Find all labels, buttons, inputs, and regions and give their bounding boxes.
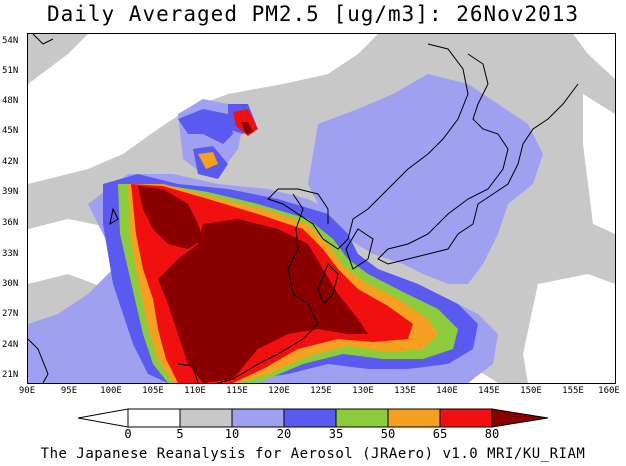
pm25-map <box>27 33 616 384</box>
colorbar-label: 65 <box>432 427 448 441</box>
colorbar-swatch <box>127 408 181 428</box>
lat-label: 45N <box>2 126 19 136</box>
colorbar-swatch <box>335 408 389 428</box>
lon-label: 145E <box>478 386 500 396</box>
footer-credit: The Japanese Reanalysis for Aerosol (JRA… <box>40 446 586 462</box>
colorbar-label: 5 <box>176 427 184 441</box>
lon-label: 120E <box>268 386 290 396</box>
lon-label: 90E <box>18 386 36 396</box>
lon-label: 105E <box>142 386 164 396</box>
lat-label: 24N <box>2 340 19 350</box>
lat-label: 48N <box>2 96 19 106</box>
lat-label: 54N <box>2 36 19 46</box>
lat-label: 21N <box>2 370 19 380</box>
colorbar-swatch <box>439 408 493 428</box>
lon-label: 140E <box>436 386 458 396</box>
colorbar-swatch <box>231 408 285 428</box>
lon-label: 150E <box>520 386 542 396</box>
lat-label: 33N <box>2 249 19 259</box>
colorbar-label: 20 <box>276 427 292 441</box>
colorbar-label: 10 <box>224 427 240 441</box>
map-title: Daily Averaged PM2.5 [ug/m3]: 26Nov2013 <box>46 2 580 26</box>
lon-label: 115E <box>226 386 248 396</box>
colorbar-low-arrow <box>78 408 129 428</box>
lon-label: 125E <box>310 386 332 396</box>
lat-label: 39N <box>2 187 19 197</box>
lat-label: 42N <box>2 157 19 167</box>
colorbar-swatch <box>283 408 337 428</box>
colorbar <box>78 408 548 428</box>
colorbar-label: 80 <box>484 427 500 441</box>
colorbar-label: 50 <box>380 427 396 441</box>
lon-label: 135E <box>394 386 416 396</box>
colorbar-label: 0 <box>124 427 132 441</box>
lon-label: 130E <box>352 386 374 396</box>
coastlines <box>28 34 579 383</box>
lon-label: 95E <box>60 386 78 396</box>
lat-label: 36N <box>2 218 19 228</box>
colorbar-high-arrow <box>491 408 548 428</box>
lon-label: 100E <box>100 386 122 396</box>
colorbar-label: 35 <box>328 427 344 441</box>
lat-label: 27N <box>2 309 19 319</box>
contour-dark-red <box>138 122 368 383</box>
lon-label: 160E <box>598 386 620 396</box>
lon-label: 155E <box>562 386 584 396</box>
colorbar-swatch <box>387 408 441 428</box>
lat-label: 51N <box>2 66 19 76</box>
lon-label: 110E <box>184 386 206 396</box>
colorbar-swatch <box>179 408 233 428</box>
lat-label: 30N <box>2 279 19 289</box>
